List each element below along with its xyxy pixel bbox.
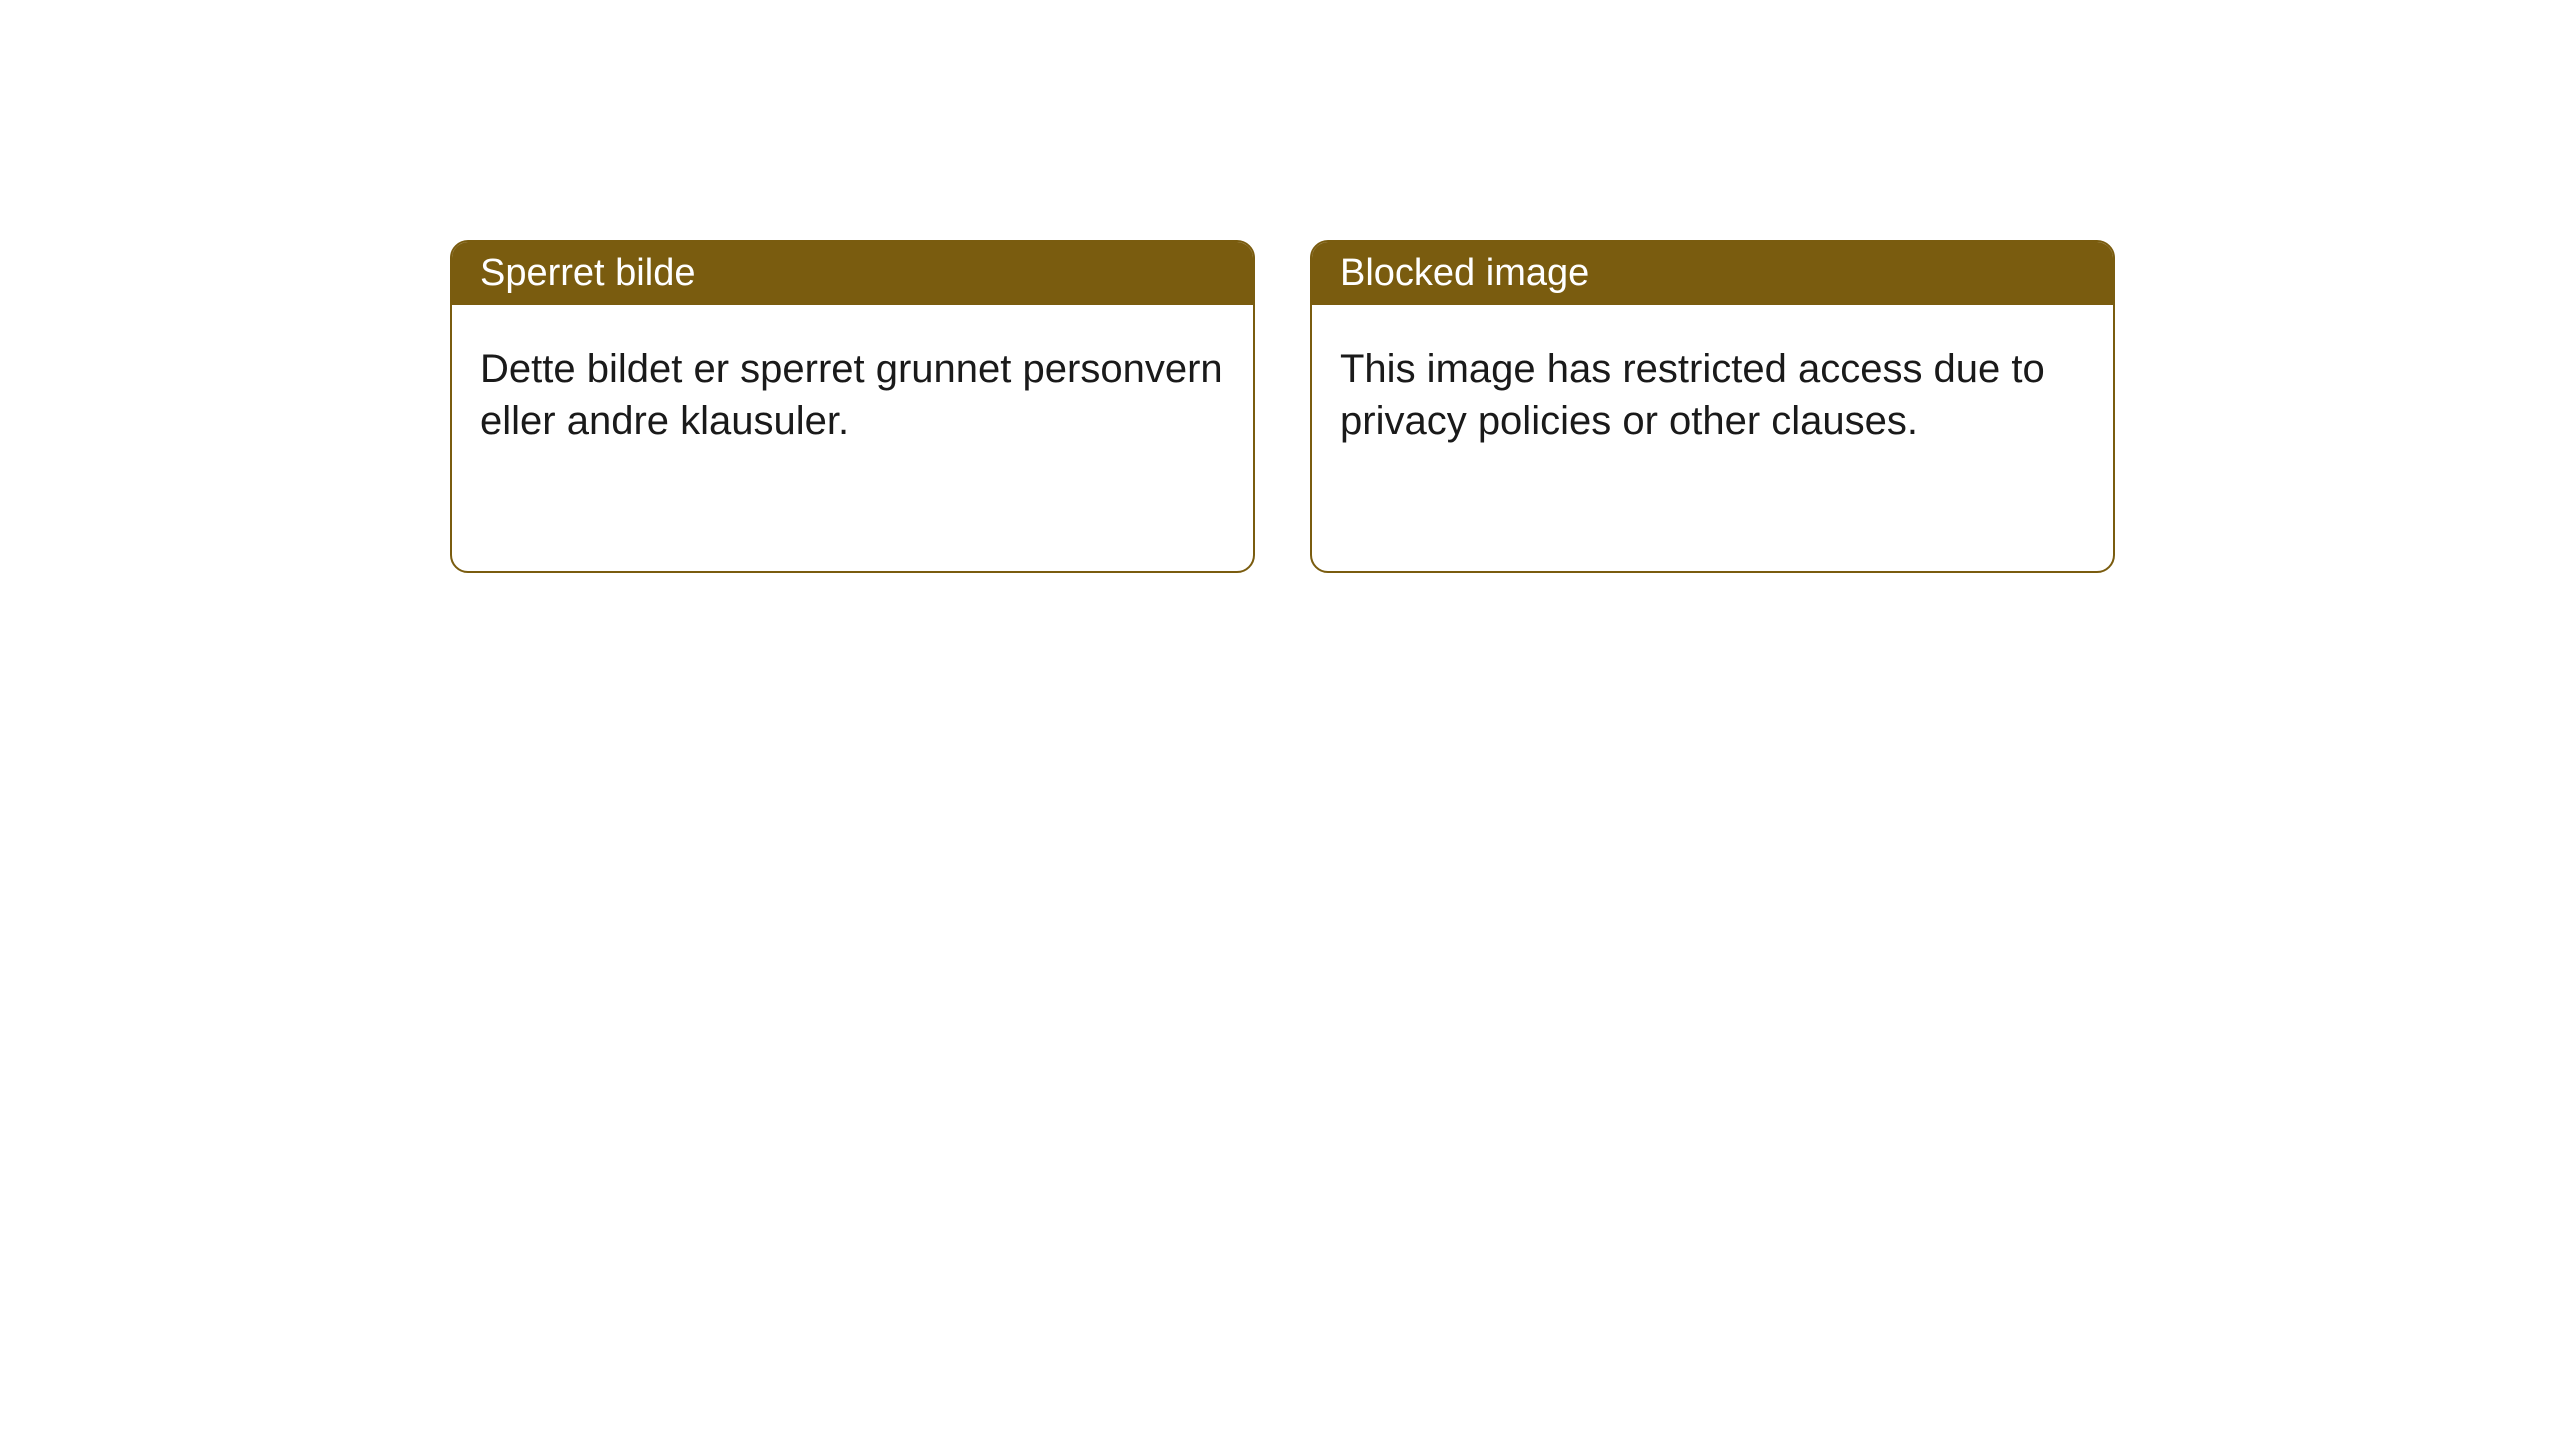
card-title: Sperret bilde — [480, 252, 695, 294]
card-body: Dette bildet er sperret grunnet personve… — [452, 305, 1253, 485]
notice-card-english: Blocked image This image has restricted … — [1310, 240, 2115, 573]
card-header: Sperret bilde — [452, 242, 1253, 305]
card-body-text: This image has restricted access due to … — [1340, 347, 2045, 443]
card-header: Blocked image — [1312, 242, 2113, 305]
notice-cards-container: Sperret bilde Dette bildet er sperret gr… — [0, 0, 2560, 573]
card-body-text: Dette bildet er sperret grunnet personve… — [480, 347, 1223, 443]
card-body: This image has restricted access due to … — [1312, 305, 2113, 485]
card-title: Blocked image — [1340, 252, 1589, 294]
notice-card-norwegian: Sperret bilde Dette bildet er sperret gr… — [450, 240, 1255, 573]
